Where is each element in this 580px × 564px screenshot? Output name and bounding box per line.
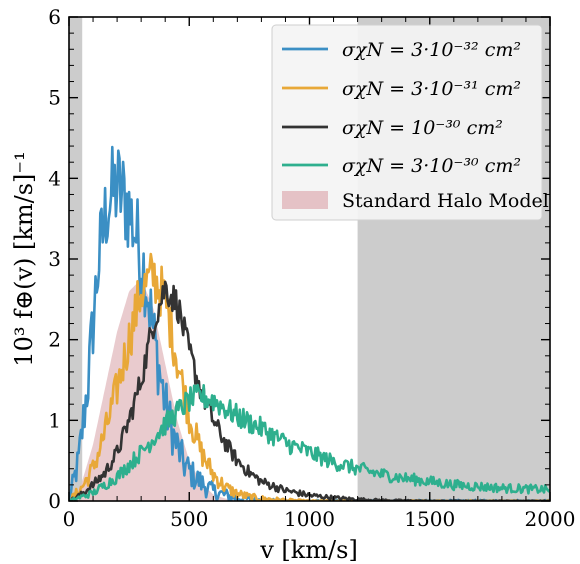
- y-tick-label: 5: [48, 86, 61, 110]
- x-tick-label: 0: [63, 507, 76, 531]
- x-tick-label: 1500: [404, 507, 455, 531]
- x-axis-label: v [km/s]: [259, 536, 358, 564]
- legend-label-3: σχN = 3·10⁻³⁰ cm²: [342, 155, 521, 177]
- legend-box: [271, 24, 543, 221]
- y-tick-label: 6: [48, 5, 61, 29]
- y-tick-label: 4: [48, 166, 61, 190]
- legend-label-1: σχN = 3·10⁻³¹ cm²: [342, 78, 521, 100]
- legend-label-0: σχN = 3·10⁻³² cm²: [342, 39, 521, 61]
- x-tick-label: 1000: [284, 507, 335, 531]
- legend-label-area: Standard Halo Model: [342, 190, 549, 212]
- y-tick-label: 2: [48, 328, 61, 352]
- y-tick-label: 0: [48, 489, 61, 513]
- legend-swatch-area: [282, 191, 328, 209]
- y-tick-label: 3: [48, 247, 61, 271]
- y-tick-label: 1: [48, 408, 61, 432]
- x-tick-label: 2000: [525, 507, 576, 531]
- legend-label-2: σχN = 10⁻³⁰ cm²: [342, 117, 503, 139]
- legend: σχN = 3·10⁻³² cm² σχN = 3·10⁻³¹ cm² σχN = …: [271, 24, 549, 221]
- y-axis-label: 10³ f⊕(v) [km/s]⁻¹: [10, 151, 38, 366]
- x-tick-label: 500: [170, 507, 208, 531]
- series-line-3: [69, 383, 550, 501]
